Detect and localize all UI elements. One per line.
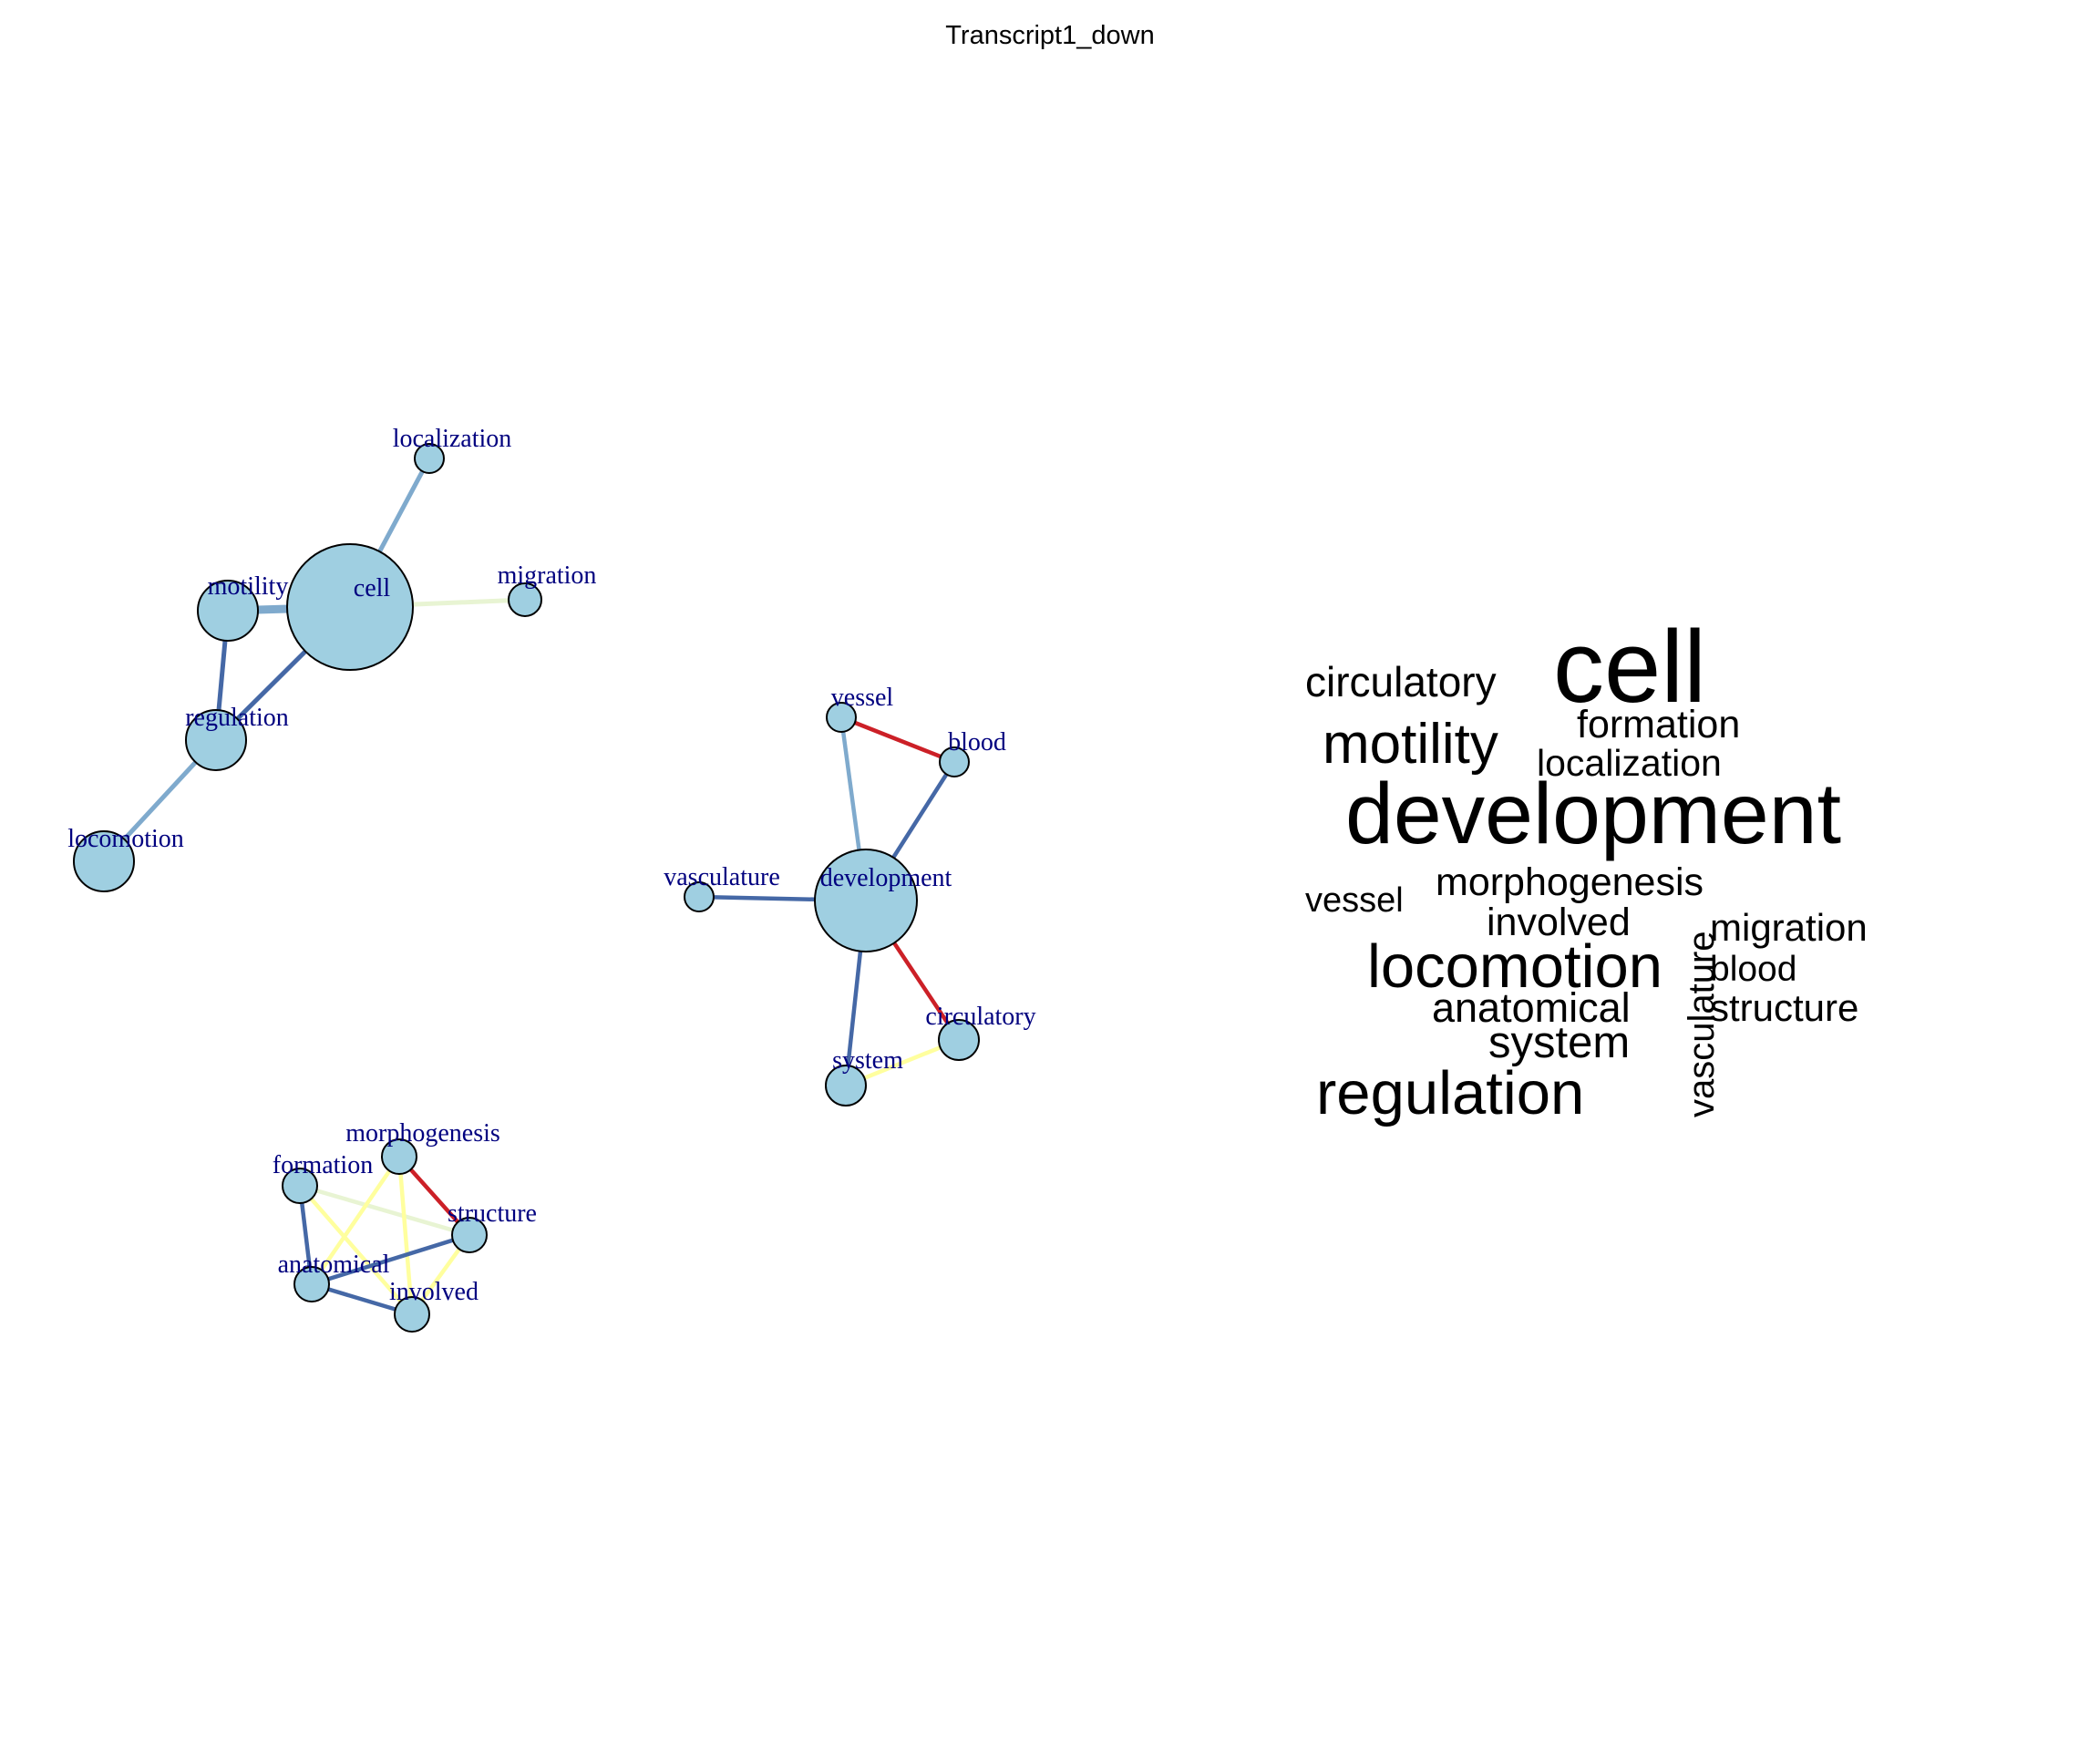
node-localization[interactable]: [414, 443, 445, 474]
cloud-word-involved: involved: [1487, 901, 1631, 944]
network-labels: cell motility localization migration regulat…: [67, 425, 1035, 1306]
cloud-word-vessel: vessel: [1305, 881, 1404, 920]
edge-formation-structure: [299, 1183, 470, 1238]
node-label-vasculature: vasculature: [664, 863, 780, 891]
node-cell[interactable]: [286, 543, 414, 671]
node-label-structure: structure: [448, 1199, 537, 1228]
cloud-word-localization: localization: [1537, 742, 1722, 784]
node-label-morphogenesis: morphogenesis: [345, 1119, 500, 1148]
node-structure[interactable]: [451, 1217, 488, 1253]
edge-morphogenesis-involved: [396, 1156, 415, 1315]
cloud-word-anatomical: anatomical: [1432, 984, 1631, 1031]
figure-title: Transcript1_down: [945, 21, 1154, 50]
node-anatomical[interactable]: [293, 1266, 330, 1302]
node-locomotion[interactable]: [73, 830, 135, 892]
node-vasculature[interactable]: [684, 881, 715, 912]
cloud-word-system: system: [1488, 1018, 1630, 1067]
node-label-anatomical: anatomical: [278, 1251, 390, 1279]
node-vessel[interactable]: [826, 702, 857, 733]
cloud-word-regulation: regulation: [1316, 1059, 1584, 1127]
node-involved[interactable]: [394, 1296, 430, 1333]
cloud-word-cell: cell: [1553, 610, 1706, 724]
node-motility[interactable]: [197, 580, 259, 642]
cloud-word-formation: formation: [1577, 703, 1740, 746]
edge-morphogenesis-anatomical: [310, 1155, 401, 1286]
cloud-word-development: development: [1345, 766, 1841, 862]
node-regulation[interactable]: [185, 709, 247, 771]
node-label-motility: motility: [208, 572, 289, 601]
node-label-development: development: [820, 864, 952, 892]
node-development[interactable]: [814, 849, 918, 952]
cloud-word-circulatory: circulatory: [1305, 658, 1497, 705]
edge-anatomical-structure: [311, 1232, 470, 1287]
cloud-word-locomotion: locomotion: [1367, 932, 1662, 1001]
node-migration[interactable]: [508, 582, 542, 617]
node-label-vessel: vessel: [831, 684, 894, 712]
node-label-migration: migration: [498, 561, 597, 590]
node-circulatory[interactable]: [938, 1019, 980, 1061]
node-label-formation: formation: [273, 1151, 373, 1179]
cloud-word-structure: structure: [1710, 986, 1858, 1029]
node-label-blood: blood: [948, 728, 1006, 757]
cloud-word-morphogenesis: morphogenesis: [1436, 860, 1704, 904]
node-label-cell: cell: [354, 574, 391, 602]
cloud-word-motility: motility: [1323, 713, 1498, 776]
node-label-regulation: regulation: [185, 704, 289, 732]
node-blood[interactable]: [939, 746, 970, 777]
cloud-word-vasculature: vasculature: [1682, 931, 1722, 1117]
node-formation[interactable]: [282, 1168, 318, 1204]
node-label-localization: localization: [393, 425, 512, 453]
network-nodes: [73, 443, 980, 1333]
node-label-system: system: [832, 1046, 903, 1075]
cloud-word-migration: migration: [1710, 906, 1868, 949]
node-system[interactable]: [825, 1065, 867, 1107]
node-label-locomotion: locomotion: [67, 825, 184, 853]
edge-vessel-blood: [840, 715, 955, 765]
node-label-circulatory: circulatory: [925, 1003, 1035, 1031]
cloud-word-blood: blood: [1710, 950, 1796, 989]
node-label-involved: involved: [389, 1278, 479, 1306]
node-morphogenesis[interactable]: [381, 1138, 417, 1175]
edge-formation-involved: [298, 1184, 414, 1316]
